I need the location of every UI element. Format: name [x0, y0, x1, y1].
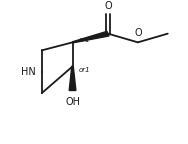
Text: or1: or1 [79, 67, 91, 73]
Text: or1: or1 [79, 37, 91, 43]
Text: O: O [104, 1, 112, 11]
Polygon shape [72, 31, 109, 43]
Text: HN: HN [21, 67, 36, 77]
Polygon shape [69, 66, 76, 90]
Text: O: O [134, 28, 142, 38]
Text: OH: OH [65, 96, 80, 107]
